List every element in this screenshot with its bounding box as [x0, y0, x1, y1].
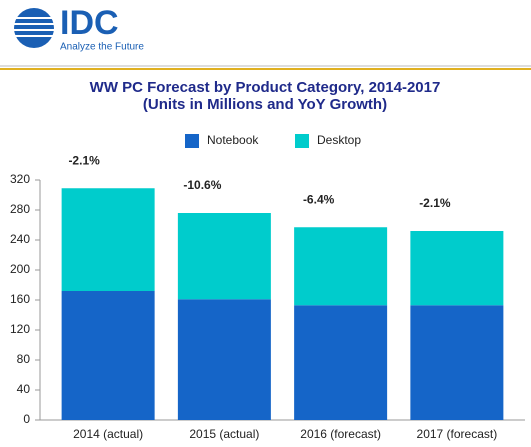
bar-segment [61, 188, 155, 291]
y-tick-label: 280 [10, 202, 30, 216]
bar-segment [410, 305, 504, 420]
chart-title: WW PC Forecast by Product Category, 2014… [90, 79, 441, 96]
legend-label: Desktop [317, 133, 361, 147]
y-tick-label: 80 [17, 352, 31, 366]
bar-segment [294, 227, 388, 306]
bar-segment [294, 305, 388, 420]
y-tick-label: 160 [10, 292, 30, 306]
logo-text: IDC [60, 4, 119, 42]
logo: IDC Analyze the Future [14, 4, 144, 53]
chart-subtitle: (Units in Millions and YoY Growth) [143, 96, 387, 113]
y-tick-label: 320 [10, 172, 30, 186]
legend-swatch [185, 134, 199, 148]
x-tick-label: 2015 (actual) [189, 427, 259, 441]
x-tick-label: 2017 (forecast) [417, 427, 498, 441]
legend-swatch [295, 134, 309, 148]
x-tick-label: 2014 (actual) [73, 427, 143, 441]
growth-label: -6.4% [303, 192, 335, 206]
legend-label: Notebook [207, 133, 259, 147]
x-tick-label: 2016 (forecast) [300, 427, 381, 441]
y-tick-label: 240 [10, 232, 30, 246]
globe-stripes [14, 17, 54, 37]
y-tick-label: 120 [10, 322, 30, 336]
globe [14, 8, 54, 48]
y-tick-label: 40 [17, 382, 31, 396]
bar-segment [410, 231, 504, 306]
growth-label: -10.6% [183, 178, 221, 192]
bar-segment [177, 299, 271, 420]
y-tick-label: 200 [10, 262, 30, 276]
bar-segment [177, 213, 271, 300]
tagline: Analyze the Future [60, 42, 144, 53]
bar-segment [61, 291, 155, 420]
growth-label: -2.1% [68, 153, 100, 167]
growth-label: -2.1% [419, 196, 451, 210]
y-tick-label: 0 [23, 412, 30, 426]
